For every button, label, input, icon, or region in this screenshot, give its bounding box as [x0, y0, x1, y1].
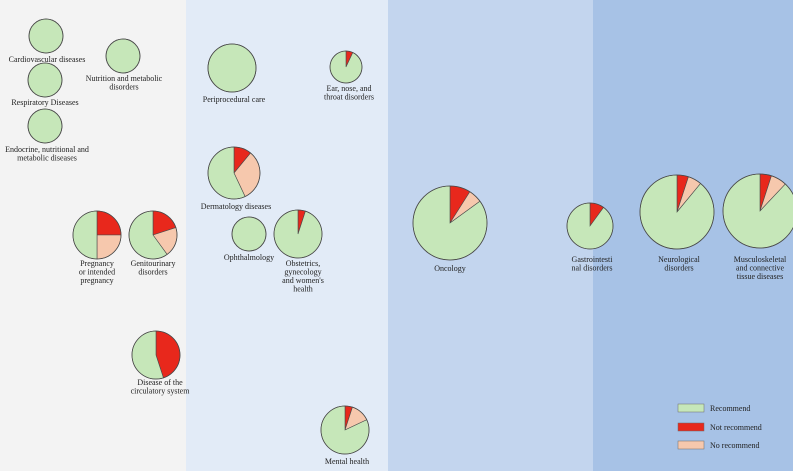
pie-label-respiratory: Respiratory Diseases: [11, 98, 78, 107]
pie-label-obstetrics: Obstetrics, gynecology and women's health: [282, 259, 324, 294]
pie-label-line: Disease of the: [137, 378, 183, 387]
pie-label-cardiovascular: Cardiovascular diseases: [9, 55, 86, 64]
pie-outline-mental: [320, 405, 370, 455]
pie-outline-oncology: [412, 185, 488, 261]
pie-outline-dermatology: [207, 146, 261, 200]
pie-label-endocrine: Endocrine, nutritional and metabolic dise…: [5, 145, 89, 163]
pie-outline-ent: [329, 50, 363, 84]
pie-outline-ophthalmology: [231, 216, 267, 252]
pie-label-ent: Ear, nose, and throat disorders: [324, 84, 374, 102]
pie-outline-genitourinary: [128, 210, 178, 260]
pie-outline-endocrine: [27, 108, 63, 144]
pie-label-line: Cardiovascular diseases: [9, 55, 86, 64]
pie-label-line: nal disorders: [571, 264, 612, 273]
pie-label-line: disorders: [664, 264, 693, 273]
pie-label-line: Endocrine, nutritional and: [5, 145, 89, 154]
pie-label-line: disorders: [138, 268, 167, 277]
pie-label-line: Neurological: [658, 255, 701, 264]
pie-label-dermatology: Dermatology diseases: [201, 202, 271, 211]
legend-label-not-recommend: Not recommend: [710, 423, 762, 432]
pie-label-line: Musculoskeletal: [734, 255, 787, 264]
pie-label-line: pregnancy: [80, 276, 113, 285]
pie-label-line: circulatory system: [131, 387, 191, 396]
pie-label-line: Genitourinary: [131, 259, 176, 268]
legend-swatch-no-recommend: [677, 440, 705, 450]
pie-outline-obstetrics: [273, 209, 323, 259]
legend-label-recommend: Recommend: [710, 404, 750, 413]
pie-label-line: Dermatology diseases: [201, 202, 271, 211]
pie-label-line: Periprocedural care: [203, 95, 266, 104]
pie-label-line: tissue diseases: [737, 272, 783, 281]
pie-outline-respiratory: [27, 62, 63, 98]
pie-label-oncology: Oncology: [434, 264, 466, 273]
pie-label-periprocedural: Periprocedural care: [203, 95, 266, 104]
legend-swatch-not-recommend: [677, 422, 705, 432]
pie-outline-periprocedural: [207, 43, 257, 93]
pie-label-line: Pregnancy: [80, 259, 114, 268]
pie-label-nutrition: Nutrition and metabolic disorders: [86, 74, 163, 92]
pie-label-line: metabolic diseases: [17, 154, 77, 163]
pie-label-line: and connective: [736, 264, 785, 273]
pie-label-line: Gastrointesti: [572, 255, 614, 264]
pie-label-line: health: [293, 285, 313, 294]
pie-label-mental: Mental health: [325, 457, 369, 466]
pie-outline-circulatory: [131, 330, 181, 380]
pie-label-pregnancy: Pregnancy or intended pregnancy: [79, 259, 115, 285]
pie-outline-nutrition: [105, 38, 141, 74]
pie-outline-neuro: [639, 174, 715, 250]
pie-label-line: Ear, nose, and: [327, 84, 372, 93]
legend-swatch-recommend: [677, 403, 705, 413]
legend-label-no-recommend: No recommend: [710, 441, 760, 450]
pie-outline-cardiovascular: [28, 18, 64, 54]
pie-label-line: Ophthalmology: [224, 253, 274, 262]
pie-label-line: gynecology: [284, 268, 321, 277]
pie-label-ophthalmology: Ophthalmology: [224, 253, 274, 262]
pie-label-line: disorders: [109, 83, 138, 92]
pie-label-line: throat disorders: [324, 93, 374, 102]
pie-label-genitourinary: Genitourinary disorders: [131, 259, 176, 277]
pie-label-line: or intended: [79, 268, 115, 277]
pie-label-neuro: Neurological disorders: [658, 255, 701, 273]
pie-label-line: Mental health: [325, 457, 369, 466]
pie-label-musculo: Musculoskeletal and connective tissue dise…: [734, 255, 787, 281]
pie-label-line: and women's: [282, 276, 324, 285]
pie-label-line: Respiratory Diseases: [11, 98, 78, 107]
pie-outline-pregnancy: [72, 210, 122, 260]
pie-outline-gastro: [566, 202, 614, 250]
pie-label-line: Obstetrics,: [286, 259, 320, 268]
pie-label-circulatory: Disease of the circulatory system: [131, 378, 191, 396]
pie-label-line: Oncology: [434, 264, 466, 273]
pie-label-line: Nutrition and metabolic: [86, 74, 163, 83]
pie-outline-musculo: [722, 173, 793, 249]
pie-label-gastro: Gastrointesti nal disorders: [571, 255, 613, 273]
